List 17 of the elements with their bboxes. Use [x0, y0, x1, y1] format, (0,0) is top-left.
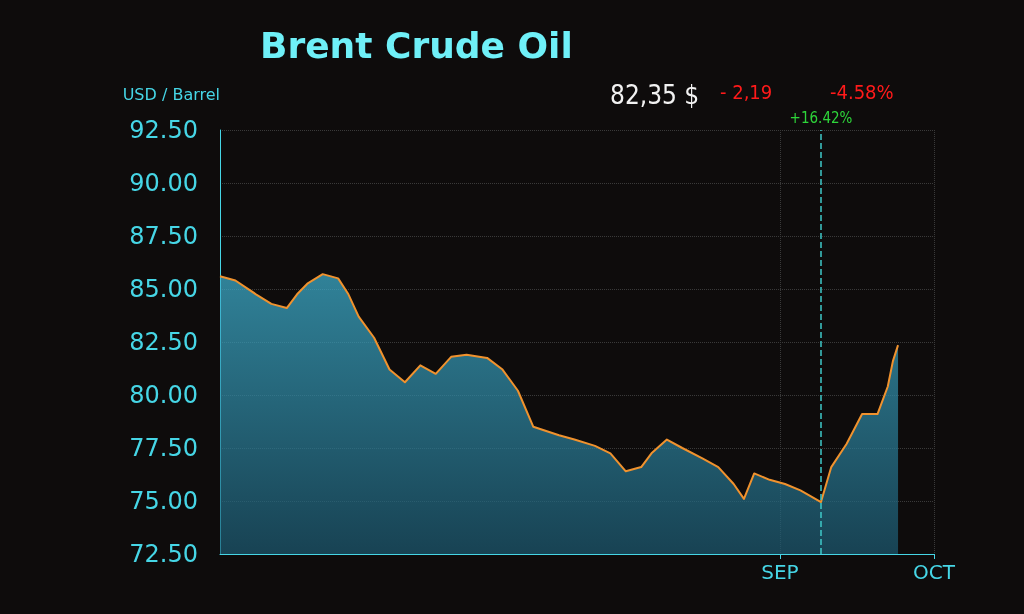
x-tick-label: SEP: [761, 560, 799, 584]
y-tick-label: 77.50: [129, 434, 198, 462]
chart-title: Brent Crude Oil: [260, 24, 573, 66]
text: 82,35 $: [610, 80, 700, 110]
y-axis-title: USD / Barrel: [122, 84, 220, 104]
y-tick-label: 90.00: [129, 169, 198, 197]
y-tick-label: 75.00: [129, 487, 198, 515]
text: -4.58%: [830, 80, 894, 104]
y-tick-label: 72.50: [129, 540, 198, 568]
ref-line-label: +16.42%: [789, 108, 853, 127]
y-tick-label: 87.50: [129, 222, 198, 250]
x-tick-label: OCT: [913, 560, 956, 584]
y-tick-label: 92.50: [129, 116, 198, 144]
text: - 2,19: [720, 80, 773, 104]
y-tick-label: 80.00: [129, 381, 198, 409]
y-tick-label: 82.50: [129, 328, 198, 356]
y-tick-label: 85.00: [129, 275, 198, 303]
